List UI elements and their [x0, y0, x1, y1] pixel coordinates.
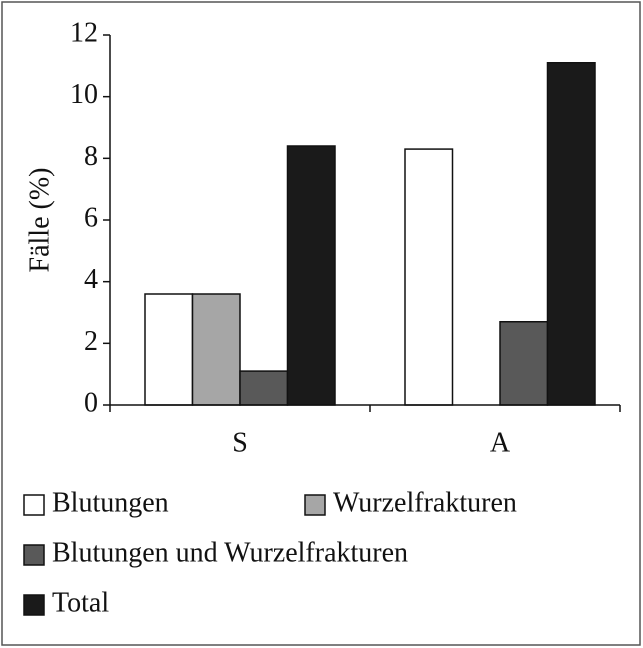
- legend-label: Wurzelfrakturen: [333, 487, 517, 518]
- x-tick-label: S: [232, 427, 248, 458]
- legend-swatch: [23, 594, 45, 616]
- legend-swatch: [23, 544, 45, 566]
- y-tick-label: 0: [84, 387, 98, 418]
- legend-swatch: [23, 494, 45, 516]
- x-tick-label: A: [490, 427, 511, 458]
- y-tick-label: 8: [84, 141, 98, 172]
- bar: [499, 321, 549, 406]
- bar: [239, 370, 289, 406]
- y-tick-label: 6: [84, 202, 98, 233]
- y-axis-label: Fälle (%): [24, 168, 55, 273]
- legend-label: Total: [52, 587, 109, 618]
- y-tick-label: 2: [84, 326, 98, 357]
- legend-label: Blutungen: [52, 487, 169, 518]
- y-tick-label: 4: [84, 264, 98, 295]
- y-tick-label: 10: [70, 79, 98, 110]
- bar: [144, 293, 194, 406]
- bar: [191, 293, 241, 406]
- legend-label: Blutungen und Wurzelfrakturen: [52, 537, 408, 568]
- bar: [404, 148, 454, 406]
- bar: [546, 62, 596, 406]
- bar: [286, 145, 336, 406]
- y-tick-label: 12: [70, 17, 98, 48]
- legend-swatch: [304, 494, 326, 516]
